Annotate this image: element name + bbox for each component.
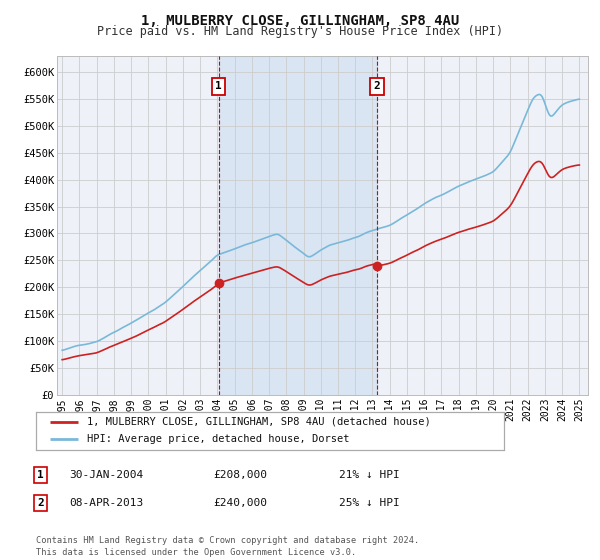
Text: 2: 2 xyxy=(37,498,44,508)
Text: £208,000: £208,000 xyxy=(213,470,267,480)
Text: This data is licensed under the Open Government Licence v3.0.: This data is licensed under the Open Gov… xyxy=(36,548,356,557)
Text: Contains HM Land Registry data © Crown copyright and database right 2024.: Contains HM Land Registry data © Crown c… xyxy=(36,536,419,545)
Text: 30-JAN-2004: 30-JAN-2004 xyxy=(69,470,143,480)
Text: HPI: Average price, detached house, Dorset: HPI: Average price, detached house, Dors… xyxy=(88,435,350,445)
Text: Price paid vs. HM Land Registry's House Price Index (HPI): Price paid vs. HM Land Registry's House … xyxy=(97,25,503,38)
Text: 1: 1 xyxy=(215,82,222,91)
Text: 2: 2 xyxy=(374,82,380,91)
Text: 1: 1 xyxy=(37,470,44,480)
Text: 1, MULBERRY CLOSE, GILLINGHAM, SP8 4AU: 1, MULBERRY CLOSE, GILLINGHAM, SP8 4AU xyxy=(141,14,459,28)
Text: 08-APR-2013: 08-APR-2013 xyxy=(69,498,143,508)
Text: 25% ↓ HPI: 25% ↓ HPI xyxy=(339,498,400,508)
Bar xyxy=(219,56,377,395)
Text: £240,000: £240,000 xyxy=(213,498,267,508)
Text: 1, MULBERRY CLOSE, GILLINGHAM, SP8 4AU (detached house): 1, MULBERRY CLOSE, GILLINGHAM, SP8 4AU (… xyxy=(88,417,431,427)
Text: 21% ↓ HPI: 21% ↓ HPI xyxy=(339,470,400,480)
